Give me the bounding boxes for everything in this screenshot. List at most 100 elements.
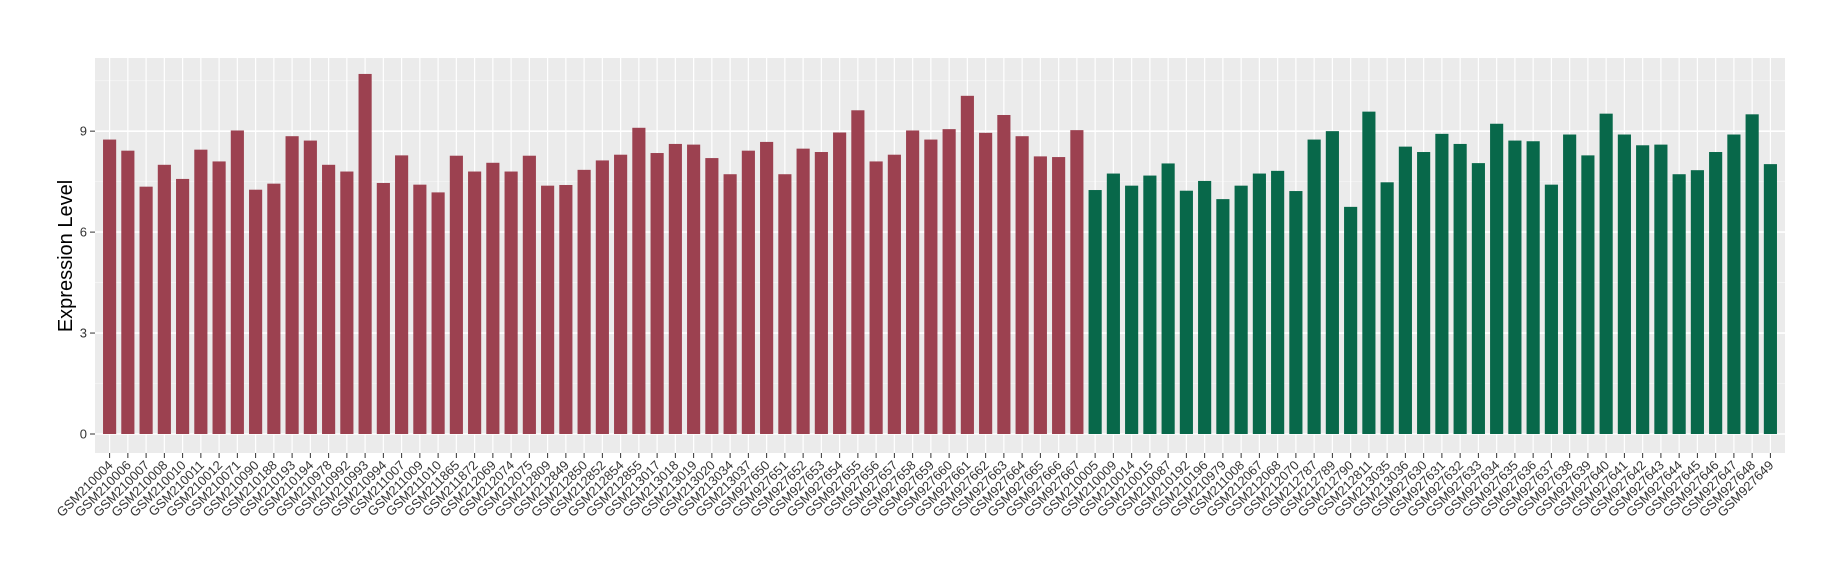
bar [1307, 139, 1321, 434]
bar [1417, 152, 1431, 434]
bar [778, 174, 792, 435]
bar [1471, 163, 1485, 434]
bar [1453, 143, 1467, 434]
bar [176, 178, 190, 434]
bar [121, 150, 135, 435]
bar [249, 189, 263, 434]
bar [1216, 199, 1230, 434]
bar [595, 160, 609, 434]
bar [887, 154, 901, 434]
bar [1033, 156, 1047, 434]
bar [1289, 191, 1303, 434]
bar [668, 143, 682, 434]
y-tick-label: 0 [80, 427, 87, 442]
bar [1709, 152, 1723, 434]
bar [1763, 164, 1777, 434]
y-tick-label: 6 [80, 225, 87, 240]
x-axis: GSM210004GSM210006GSM210007GSM210008GSM2… [53, 453, 1777, 520]
bar [340, 171, 354, 434]
bar [322, 164, 336, 435]
bar [577, 169, 591, 434]
bar [267, 183, 281, 434]
bar [869, 161, 883, 434]
bar [979, 132, 993, 434]
bar [741, 150, 755, 435]
bar [1544, 184, 1558, 434]
bar [1271, 170, 1285, 434]
bar [157, 164, 171, 435]
bar [1106, 173, 1120, 434]
bar [705, 158, 719, 434]
bar [1344, 206, 1358, 434]
bar [212, 161, 226, 434]
bar [1252, 173, 1266, 434]
bar [541, 185, 555, 434]
bar [1654, 144, 1668, 435]
bar [924, 139, 938, 434]
bar [194, 149, 208, 434]
bar [449, 155, 463, 435]
bar [851, 110, 865, 435]
bar [1508, 140, 1522, 434]
bar [431, 192, 445, 434]
bar [504, 171, 518, 434]
bar [1672, 174, 1686, 435]
bar [1636, 145, 1650, 434]
bar [1563, 134, 1577, 434]
bar [468, 171, 482, 434]
bar [1745, 114, 1759, 434]
bar [1581, 155, 1595, 435]
bar [1435, 133, 1449, 435]
bar [1198, 180, 1212, 434]
bar-series [103, 73, 1777, 435]
bar [1617, 134, 1631, 434]
bar [614, 154, 628, 434]
bar [760, 141, 774, 434]
bar [1015, 136, 1029, 434]
bar [1125, 185, 1139, 434]
bar [413, 184, 427, 434]
bar [960, 95, 974, 434]
y-axis-title: Expression Level [55, 180, 77, 332]
bar [723, 174, 737, 435]
bar [285, 136, 299, 434]
bar [1234, 185, 1248, 434]
bar [1727, 134, 1741, 434]
bar [1526, 141, 1540, 434]
bar [395, 155, 409, 435]
bar [833, 132, 847, 434]
bar [376, 182, 390, 434]
bar [942, 129, 956, 435]
bar [1052, 157, 1066, 435]
bar [1143, 175, 1157, 434]
bar [139, 186, 153, 434]
bar [303, 140, 317, 434]
bar [559, 184, 573, 434]
bar [1599, 113, 1613, 434]
bar [1690, 170, 1704, 434]
bar [1325, 131, 1339, 434]
bar [796, 148, 810, 434]
y-axis: 0 3 6 9 [80, 124, 95, 442]
bar [632, 127, 646, 434]
y-tick-label: 9 [80, 124, 87, 139]
bar [486, 162, 500, 434]
bar [1490, 123, 1504, 434]
plot-panel [95, 58, 1785, 453]
bar [522, 155, 536, 435]
bar [814, 152, 828, 434]
bar [650, 153, 664, 434]
bar [358, 73, 372, 434]
bar [997, 114, 1011, 435]
bar [1398, 146, 1412, 434]
bar [1088, 190, 1102, 434]
bar [687, 144, 701, 435]
bar [103, 139, 117, 434]
bar [1179, 190, 1193, 434]
bar [1070, 130, 1084, 434]
bar [230, 130, 244, 435]
bar [1362, 111, 1376, 435]
bar [1161, 163, 1175, 435]
bar [906, 130, 920, 435]
